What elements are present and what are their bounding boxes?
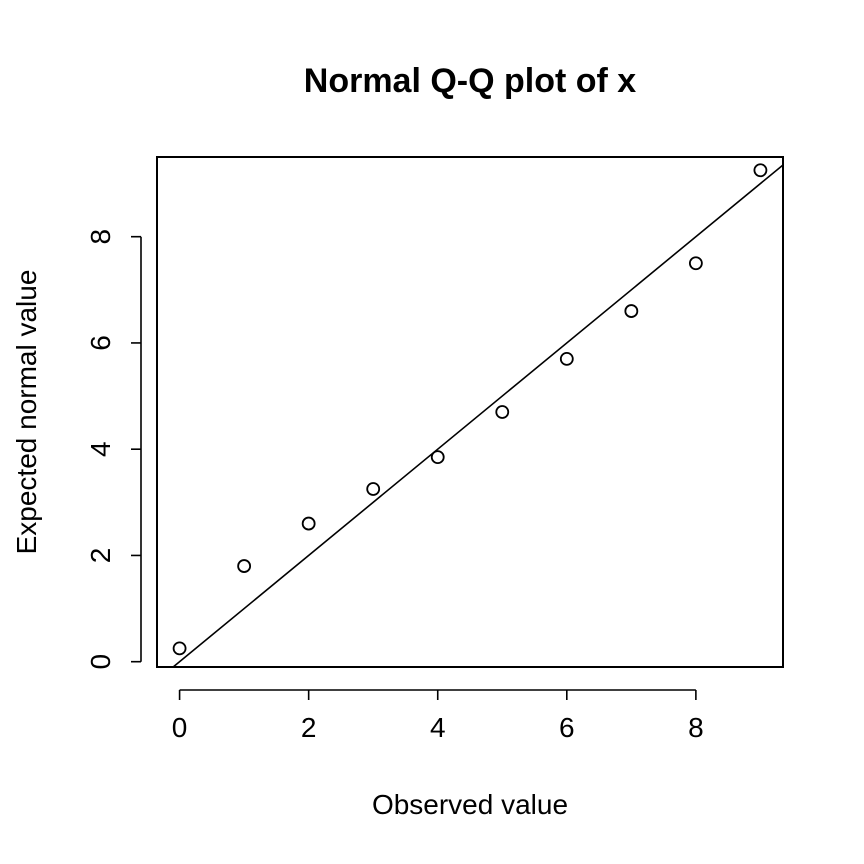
data-point [495,405,510,419]
data-points [172,163,768,656]
x-tick-label: 6 [559,712,575,743]
y-tick-label: 6 [85,335,116,351]
y-tick-label: 8 [85,229,116,245]
y-tick-label: 2 [85,548,116,564]
data-point [753,163,768,178]
data-point [366,482,381,496]
x-tick-label: 8 [688,712,704,743]
y-axis-title: Expected normal value [11,270,42,555]
plot-frame [156,156,784,668]
x-axis: 0 2 4 6 8 [172,689,704,743]
x-tick-label: 4 [430,712,446,743]
y-axis: 0 2 4 6 8 [85,229,142,670]
x-tick-label: 2 [301,712,317,743]
data-point [624,304,639,318]
x-axis-title: Observed value [372,789,568,820]
data-point [688,256,703,271]
data-point [559,351,574,366]
y-tick-label: 0 [85,654,116,670]
y-tick-label: 4 [85,441,116,457]
chart-title: Normal Q-Q plot of x [304,62,637,100]
data-point [237,559,252,573]
reference-line [172,164,784,668]
data-point [172,641,187,656]
x-tick-label: 0 [172,712,188,743]
reference-line-layer [172,164,784,668]
data-point [301,516,316,531]
data-point [430,450,445,465]
